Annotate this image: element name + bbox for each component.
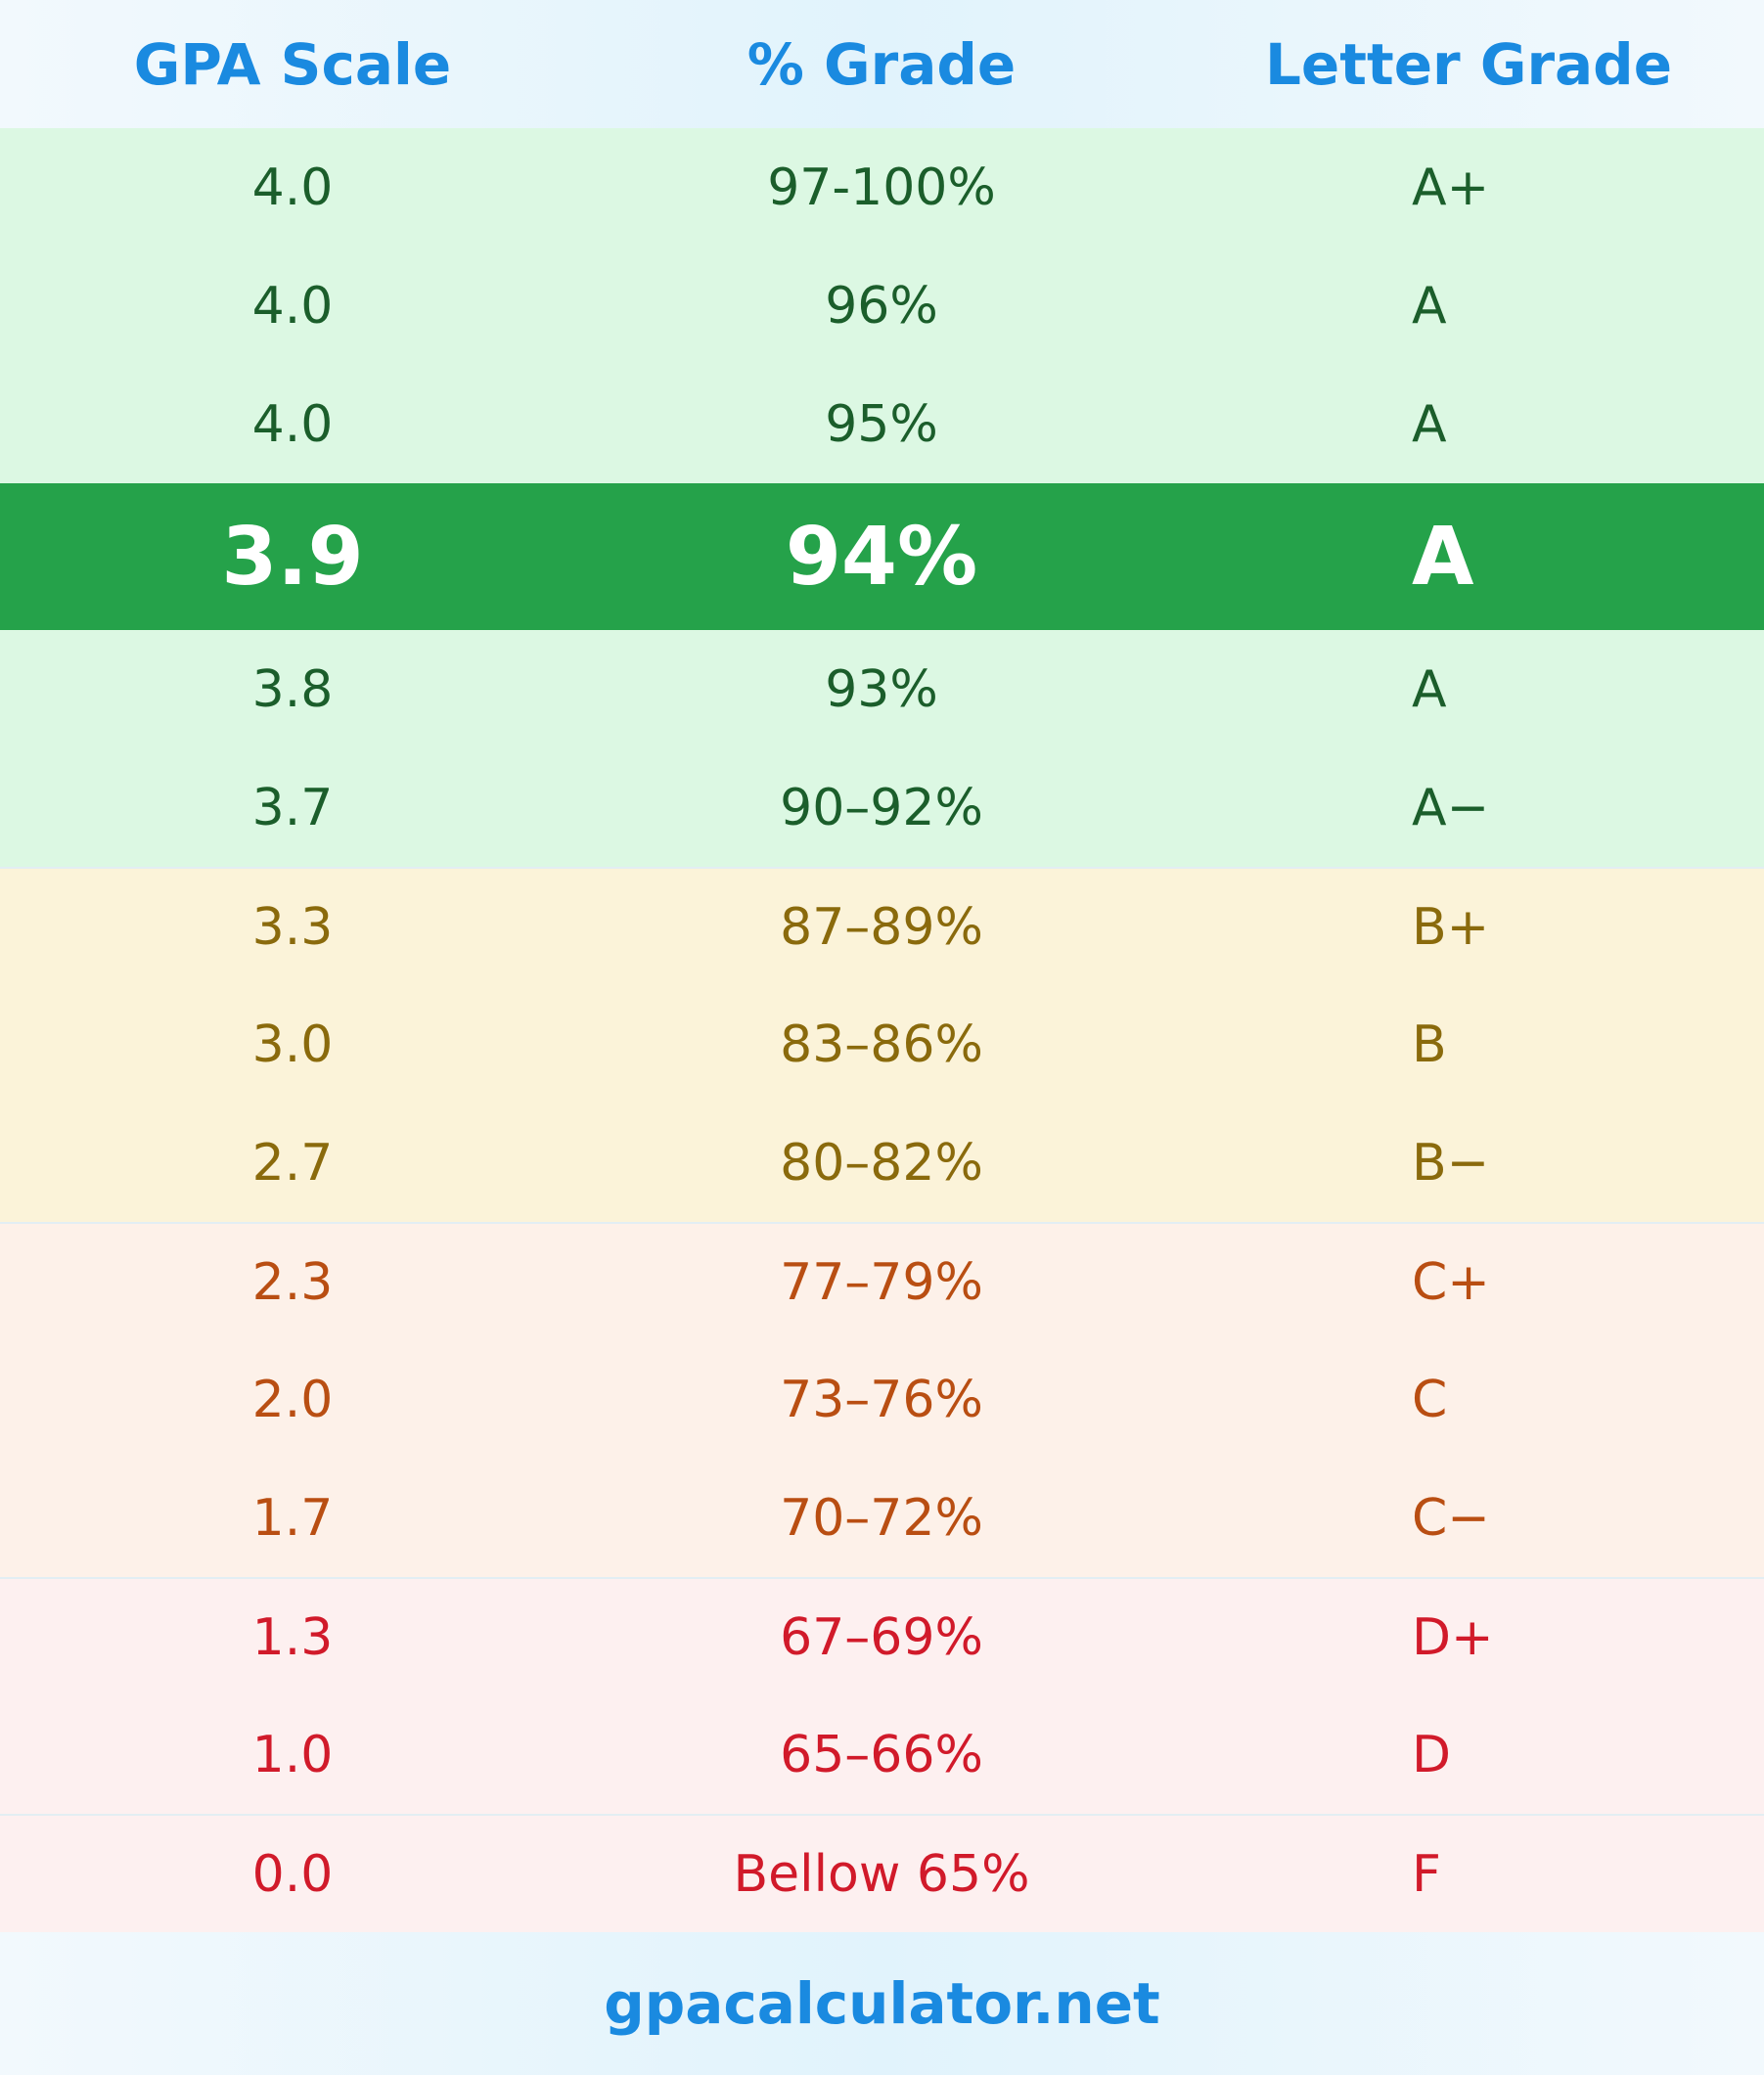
footer-site: gpacalculator.net — [0, 1932, 1764, 2075]
grade-table: GPA Scale % Grade Letter Grade 4.0 97-100… — [0, 0, 1764, 1932]
cell: 1.0 — [251, 1725, 334, 1784]
cell: 0.0 — [251, 1844, 334, 1904]
cell: 2.0 — [251, 1370, 334, 1429]
grade-row: 1.0 65–66% D — [0, 1695, 1764, 1814]
cell: 4.0 — [251, 276, 334, 336]
cell: 70–72% — [780, 1488, 983, 1548]
cell: A — [1412, 276, 1447, 336]
cell: Bellow 65% — [733, 1844, 1030, 1904]
cell: 3.0 — [251, 1015, 334, 1074]
cell: 87–89% — [780, 897, 983, 957]
cell: 4.0 — [251, 394, 334, 454]
grade-row: 3.0 83–86% B — [0, 985, 1764, 1104]
cell: A+ — [1412, 158, 1490, 217]
header-cell: % Grade — [746, 30, 1017, 98]
cell: 65–66% — [780, 1725, 983, 1784]
grade-row: 4.0 96% A — [0, 247, 1764, 365]
grade-row: 4.0 97-100% A+ — [0, 128, 1764, 247]
grade-row: 3.7 90–92% A− — [0, 748, 1764, 867]
header-cell: Letter Grade — [1264, 30, 1673, 98]
grade-row: 1.3 67–69% D+ — [0, 1577, 1764, 1695]
cell: 95% — [825, 394, 938, 454]
cell: 93% — [825, 659, 938, 719]
cell: B+ — [1412, 897, 1490, 957]
highlight-row: 3.9 94% A — [0, 483, 1764, 630]
cell: A− — [1412, 778, 1490, 837]
cell: 1.3 — [251, 1607, 334, 1667]
header-row: GPA Scale % Grade Letter Grade — [0, 0, 1764, 128]
cell: 96% — [825, 276, 938, 336]
cell: 3.3 — [251, 897, 334, 957]
cell: C — [1412, 1370, 1448, 1429]
cell: 94% — [785, 510, 978, 604]
cell: 2.7 — [251, 1133, 334, 1193]
cell: 3.9 — [221, 510, 364, 604]
grade-row: 0.0 Bellow 65% F — [0, 1814, 1764, 1932]
grade-row: 2.0 73–76% C — [0, 1340, 1764, 1459]
cell: A — [1412, 510, 1474, 604]
cell: C+ — [1412, 1252, 1490, 1312]
cell: B — [1412, 1015, 1447, 1074]
cell: B− — [1412, 1133, 1490, 1193]
cell: A — [1412, 659, 1447, 719]
cell: 3.7 — [251, 778, 334, 837]
grade-row: 3.3 87–89% B+ — [0, 867, 1764, 985]
cell: 2.3 — [251, 1252, 334, 1312]
grade-row: 2.7 80–82% B− — [0, 1104, 1764, 1222]
cell: D — [1412, 1725, 1452, 1784]
cell: 80–82% — [780, 1133, 983, 1193]
cell: F — [1412, 1844, 1441, 1904]
cell: 90–92% — [780, 778, 983, 837]
grade-row: 1.7 70–72% C− — [0, 1459, 1764, 1577]
cell: 97-100% — [767, 158, 996, 217]
grade-row: 2.3 77–79% C+ — [0, 1222, 1764, 1340]
cell: D+ — [1412, 1607, 1494, 1667]
cell: 1.7 — [251, 1488, 334, 1548]
cell: 3.8 — [251, 659, 334, 719]
cell: C− — [1412, 1488, 1490, 1548]
header-cell: GPA Scale — [133, 30, 452, 98]
grade-row: 4.0 95% A — [0, 365, 1764, 483]
cell: 83–86% — [780, 1015, 983, 1074]
cell: 73–76% — [780, 1370, 983, 1429]
grade-row: 3.8 93% A — [0, 630, 1764, 748]
cell: 77–79% — [780, 1252, 983, 1312]
cell: A — [1412, 394, 1447, 454]
cell: 67–69% — [780, 1607, 983, 1667]
cell: 4.0 — [251, 158, 334, 217]
